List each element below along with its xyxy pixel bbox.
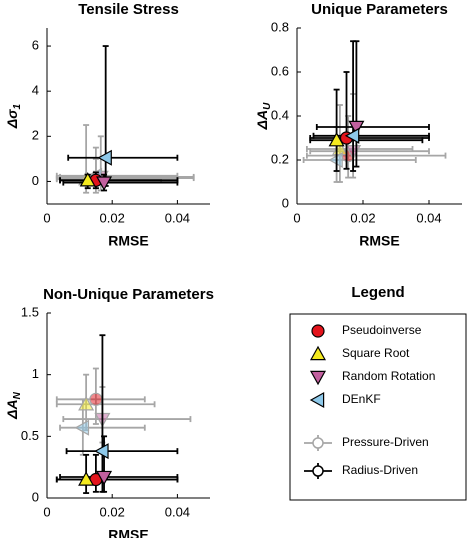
x-tick-label: 0.02	[100, 504, 125, 519]
marker	[97, 149, 112, 166]
legend-marker	[312, 465, 324, 477]
y-tick-label: 0	[282, 195, 289, 210]
y-tick-label: 6	[32, 37, 39, 52]
legend-marker	[309, 370, 327, 386]
y-tick-label: 1	[32, 366, 39, 381]
legend-box	[289, 313, 467, 501]
x-tick-label: 0.02	[350, 210, 375, 225]
legend-label: Pressure-Driven	[342, 435, 429, 449]
marker	[79, 172, 96, 187]
x-axis-label: RMSE	[359, 233, 399, 249]
legend-marker	[309, 391, 325, 409]
y-tick-label: 0.5	[21, 428, 39, 443]
legend-label: Pseudoinverse	[342, 323, 422, 337]
marker	[78, 471, 95, 486]
y-tick-label: 0.4	[271, 107, 289, 122]
legend-marker	[311, 324, 325, 338]
y-axis-label-sub: 1	[12, 103, 23, 109]
y-tick-label: 0.6	[271, 63, 289, 78]
legend-label: DEnKF	[342, 392, 381, 406]
marker	[328, 131, 345, 147]
x-tick-label: 0.04	[165, 210, 190, 225]
marker	[78, 396, 95, 411]
legend-label: Random Rotation	[342, 369, 435, 383]
y-axis-label: Δσ1	[4, 103, 23, 129]
legend-label: Square Root	[342, 346, 410, 360]
y-axis-label-sub: N	[12, 391, 23, 399]
marker	[94, 443, 109, 460]
x-axis-label: RMSE	[108, 233, 148, 249]
x-tick-label: 0.02	[100, 210, 125, 225]
x-tick-label: 0	[43, 504, 50, 519]
y-axis-label-main: ΔA	[4, 399, 20, 420]
legend-label: Radius-Driven	[342, 463, 418, 477]
legend-marker	[312, 437, 324, 449]
y-tick-label: 1.5	[21, 304, 39, 319]
y-axis-label-sub: U	[262, 102, 273, 110]
chart-title: Non-Unique Parameters	[43, 286, 214, 303]
x-tick-label: 0.04	[416, 210, 441, 225]
legend-marker	[309, 345, 327, 361]
marker	[89, 392, 103, 406]
marker	[96, 470, 113, 486]
chart-title: Unique Parameters	[311, 1, 448, 18]
marker	[344, 127, 360, 144]
y-tick-label: 0.8	[271, 19, 289, 34]
y-axis-label: ΔAN	[4, 391, 23, 420]
marker	[96, 176, 113, 191]
y-tick-label: 4	[32, 83, 39, 98]
y-tick-label: 0.2	[271, 151, 289, 166]
x-tick-label: 0	[293, 210, 300, 225]
marker	[74, 419, 90, 436]
y-axis-label-main: ΔA	[254, 110, 270, 131]
legend-title: Legend	[351, 284, 404, 301]
y-tick-label: 0	[32, 489, 39, 504]
x-tick-label: 0	[43, 210, 50, 225]
x-axis-label: RMSE	[108, 527, 148, 538]
y-tick-label: 0	[32, 173, 39, 188]
y-axis-label-main: Δσ	[4, 109, 20, 129]
y-axis-label: ΔAU	[254, 102, 273, 131]
x-tick-label: 0.04	[165, 504, 190, 519]
y-tick-label: 2	[32, 128, 39, 143]
chart-title: Tensile Stress	[78, 1, 179, 18]
marker	[348, 120, 365, 136]
